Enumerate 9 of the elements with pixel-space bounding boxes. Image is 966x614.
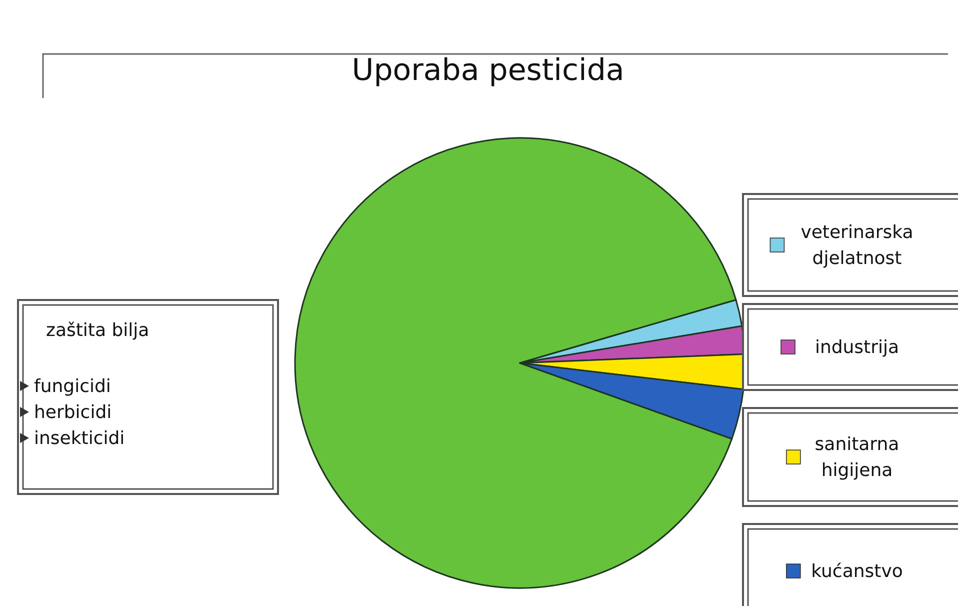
legend-label: industrija bbox=[814, 337, 900, 358]
legend-label: veterinarska djelatnost bbox=[800, 222, 914, 269]
text: herbicidi bbox=[34, 402, 112, 423]
legend-label: sanitarna higijena bbox=[814, 434, 900, 481]
text: insekticidi bbox=[34, 428, 125, 449]
chart-title: Uporaba pesticida bbox=[352, 53, 624, 88]
slice-label: zaštita bilja bbox=[46, 320, 150, 341]
legend-label: kućanstvo bbox=[811, 561, 903, 582]
text: fungicidi bbox=[34, 376, 111, 397]
